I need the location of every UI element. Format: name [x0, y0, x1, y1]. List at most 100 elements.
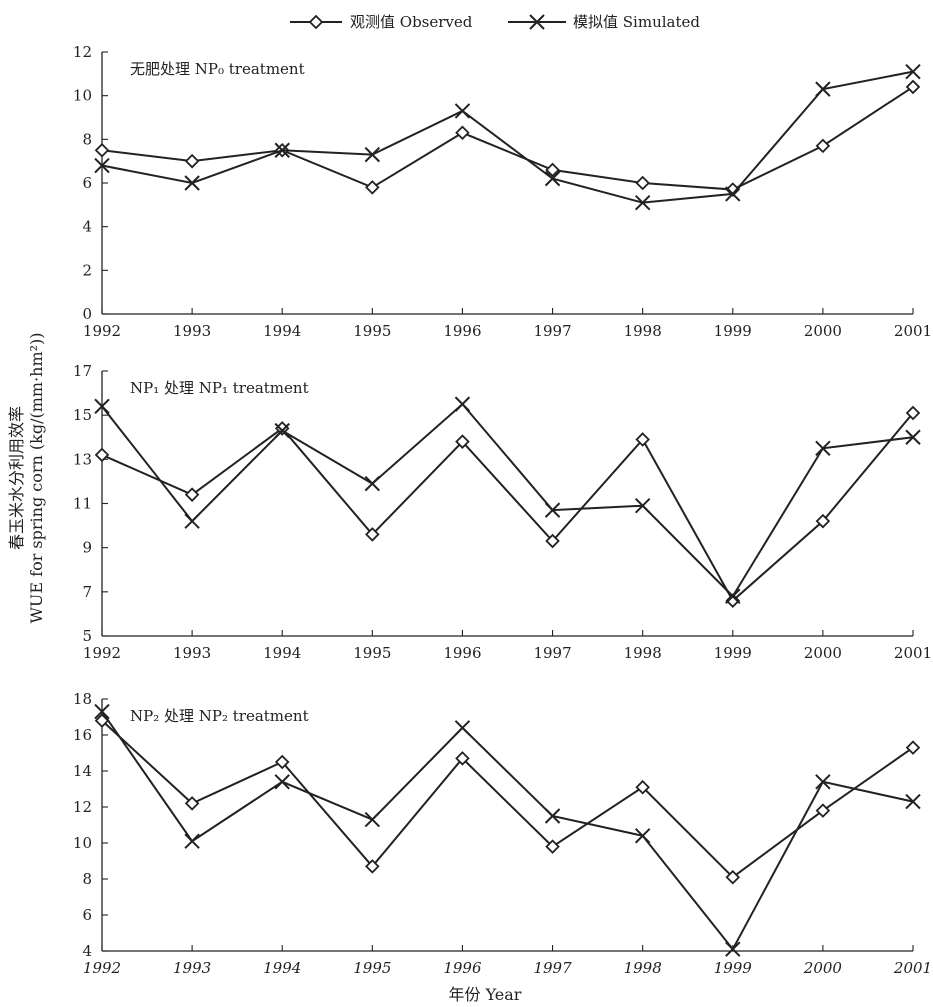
observed-point	[365, 527, 380, 542]
x-tick-label: 1996	[443, 644, 481, 662]
x-tick-label: 1999	[714, 322, 752, 340]
legend: 观测值 Observed 模拟值 Simulated	[290, 13, 700, 31]
observed-point	[725, 593, 741, 608]
x-tick-label: 2000	[803, 959, 843, 977]
simulated-point	[905, 793, 921, 810]
y-tick-label: 8	[82, 870, 92, 888]
x-tick-label: 2000	[804, 644, 842, 662]
observed-point	[184, 487, 200, 502]
observed-point	[905, 405, 921, 421]
x-tick-label: 1996	[443, 959, 482, 977]
observed-point	[545, 839, 560, 854]
simulated-series-line	[101, 402, 914, 598]
observed-point	[184, 796, 200, 811]
simulated-point	[274, 774, 290, 790]
simulated-point	[815, 440, 831, 456]
y-tick-label: 10	[73, 834, 92, 852]
legend-simulated-label: 模拟值 Simulated	[573, 13, 700, 31]
y-tick-label: 17	[73, 362, 92, 380]
observed-point	[94, 447, 110, 463]
y-tick-label: 12	[73, 798, 92, 816]
simulated-point	[94, 157, 110, 174]
x-tick-label: 1995	[353, 644, 391, 662]
x-tick-label: 1993	[173, 322, 211, 340]
y-tick-label: 6	[82, 906, 92, 924]
x-tick-label: 1992	[83, 322, 121, 340]
observed-point	[635, 432, 650, 447]
observed-point	[365, 180, 380, 195]
simulated-point	[725, 588, 741, 604]
x-tick-label: 1998	[624, 322, 662, 340]
simulated-point	[815, 774, 831, 790]
x-axis-title: 年份 Year	[449, 985, 522, 1004]
y-tick-label: 12	[73, 43, 92, 61]
x-tick-label: 1992	[83, 644, 121, 662]
panel-0: 0 2 4 6 8 10 12 1992 1993 1994 1995 1996 1997 1998 199…	[73, 43, 932, 340]
legend-observed-diamond-icon	[308, 14, 324, 30]
legend-observed-label: 观测值 Observed	[350, 13, 473, 31]
simulated-point	[634, 828, 651, 844]
legend-simulated-cross-icon	[529, 14, 545, 30]
observed-series-line	[101, 86, 914, 191]
y-tick-label: 13	[73, 450, 92, 468]
observed-point	[545, 162, 560, 178]
x-tick-label: 2001	[894, 644, 932, 662]
x-tick-label: 1995	[353, 959, 391, 977]
observed-point	[815, 513, 831, 529]
simulated-point	[94, 703, 110, 720]
y-axis-title-en: WUE for spring corn (kg/(mm·hm²))	[27, 332, 46, 623]
observed-point	[635, 779, 650, 795]
simulated-point	[454, 720, 471, 736]
simulated-point	[544, 502, 561, 518]
simulated-point	[274, 142, 290, 158]
simulated-point	[454, 396, 471, 412]
observed-point	[815, 803, 831, 818]
observed-point	[455, 434, 470, 449]
x-tick-label: 1999	[714, 644, 752, 662]
simulated-point	[725, 186, 741, 202]
simulated-point	[94, 398, 110, 415]
simulated-series-line	[101, 711, 914, 952]
observed-point	[94, 142, 110, 158]
y-tick-label: 4	[82, 942, 92, 960]
observed-point	[725, 869, 741, 885]
simulated-point	[634, 498, 651, 514]
y-tick-label: 8	[82, 130, 92, 148]
simulated-point	[815, 81, 831, 97]
panel-title: 无肥处理 NP₀ treatment	[130, 60, 305, 78]
y-tick-label: 18	[73, 690, 92, 708]
simulated-point	[634, 194, 651, 211]
y-tick-label: 15	[73, 406, 92, 424]
observed-point	[274, 754, 290, 770]
y-tick-label: 0	[82, 305, 92, 323]
panel-1: 5 7 9 11 13 15 17 1992 1993 1994 1995 1996 1997 1998 1…	[73, 362, 932, 662]
y-tick-label: 11	[73, 495, 92, 513]
x-tick-label: 1999	[714, 959, 753, 977]
observed-point	[815, 138, 831, 154]
simulated-point	[454, 103, 471, 119]
simulated-point	[544, 808, 561, 824]
simulated-point	[905, 63, 921, 80]
y-tick-label: 5	[82, 627, 92, 645]
simulated-point	[184, 833, 200, 849]
simulated-point	[364, 146, 381, 163]
observed-series-line	[101, 412, 914, 603]
observed-point	[725, 182, 741, 197]
observed-point	[635, 175, 650, 191]
simulated-point	[544, 170, 561, 187]
simulated-point	[364, 811, 381, 828]
y-tick-label: 10	[73, 87, 92, 105]
observed-series-line	[101, 719, 914, 879]
observed-point	[455, 751, 470, 766]
y-tick-label: 9	[82, 539, 92, 557]
y-axis-title: 春玉米水分利用效率 WUE for spring corn (kg/(mm·hm…	[7, 332, 46, 623]
x-tick-label: 1994	[263, 322, 301, 340]
panel-2: 4 6 8 10 12 14 16 18 1992 1993 1994 1995 1996 1997 199…	[73, 690, 932, 977]
x-tick-label: 1994	[263, 959, 301, 977]
y-tick-label: 6	[82, 174, 92, 192]
y-tick-label: 7	[82, 583, 92, 601]
x-tick-label: 1994	[263, 644, 301, 662]
x-tick-label: 1993	[173, 959, 211, 977]
simulated-series-line	[101, 70, 914, 204]
